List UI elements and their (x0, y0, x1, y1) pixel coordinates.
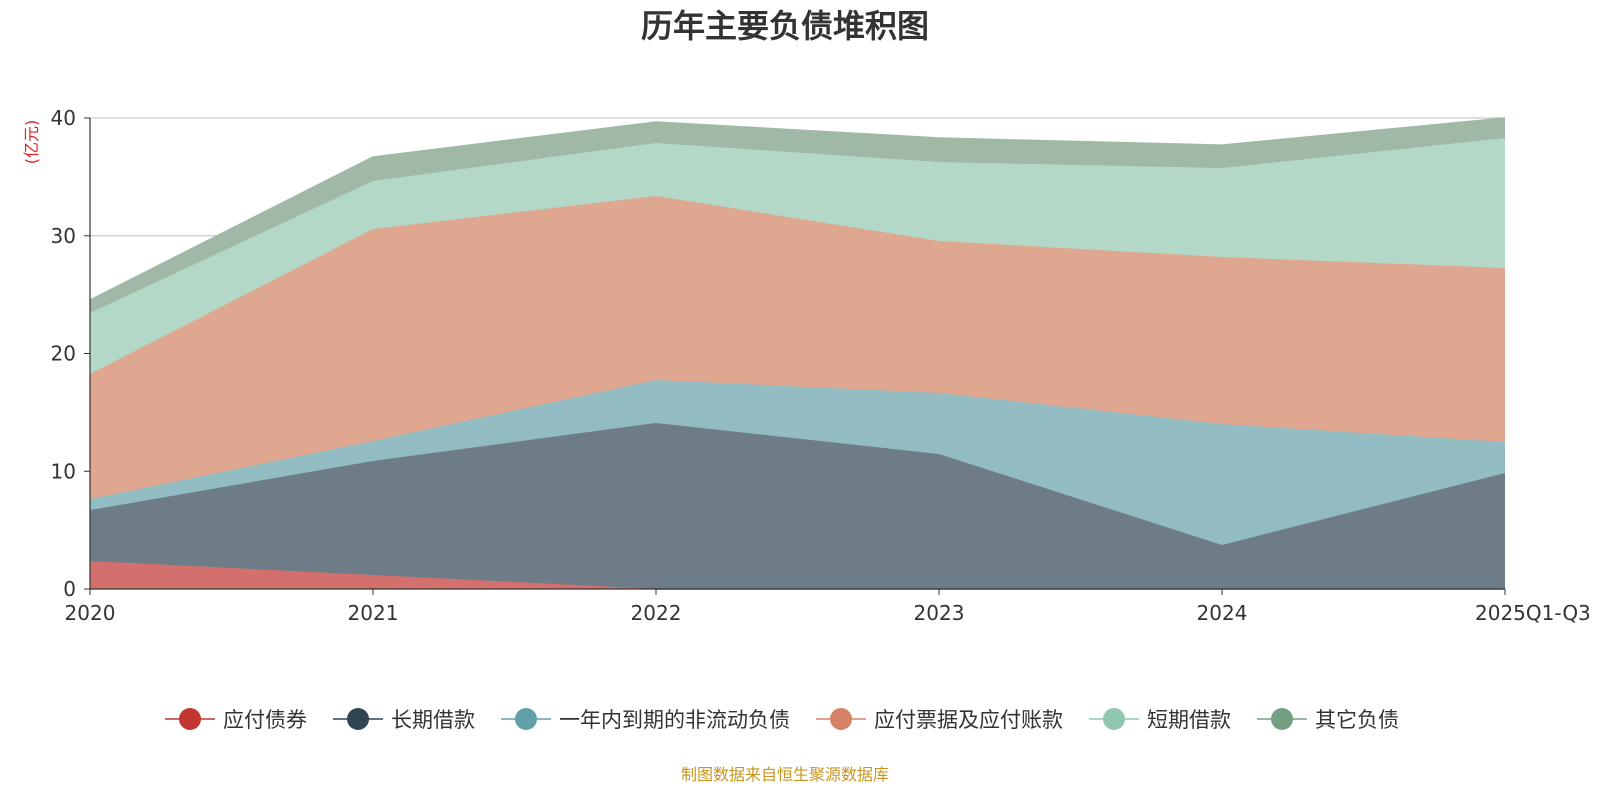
x-tick-label: 2020 (65, 601, 116, 625)
legend-marker (830, 708, 852, 730)
area-4 (90, 138, 1505, 374)
y-tick-label: 30 (51, 224, 76, 248)
y-tick-label: 10 (51, 459, 76, 483)
y-tick-label: 40 (51, 106, 76, 130)
source-note: 制图数据来自恒生聚源数据库 (681, 765, 889, 784)
legend-marker (1103, 708, 1125, 730)
legend-marker (179, 708, 201, 730)
area-0 (90, 560, 1505, 589)
chart-title: 历年主要负债堆积图 (641, 7, 929, 45)
area-3 (90, 195, 1505, 500)
area-2 (90, 379, 1505, 545)
series-line-5 (89, 117, 1506, 301)
legend-marker (1271, 708, 1293, 730)
legend-label: 短期借款 (1147, 708, 1231, 732)
legend-item[interactable]: 应付债券 (165, 708, 307, 732)
legend-label: 应付票据及应付账款 (874, 708, 1063, 732)
x-tick-label: 2021 (348, 601, 399, 625)
area-1 (90, 422, 1505, 589)
legend-label: 长期借款 (391, 708, 475, 732)
area-5 (90, 118, 1505, 313)
legend-item[interactable]: 应付票据及应付账款 (816, 708, 1063, 732)
legend-label: 一年内到期的非流动负债 (559, 708, 790, 732)
series-line-3 (89, 195, 1506, 375)
x-tick-label: 2025Q1-Q3 (1475, 601, 1591, 625)
x-tick-label: 2022 (631, 601, 682, 625)
legend-item[interactable]: 其它负债 (1257, 708, 1399, 732)
legend-marker (515, 708, 537, 730)
x-tick-label: 2024 (1197, 601, 1248, 625)
legend-label: 其它负债 (1315, 708, 1399, 732)
x-tick-label: 2023 (914, 601, 965, 625)
y-axis-label: (亿元) (22, 120, 41, 165)
y-tick-label: 0 (63, 577, 76, 601)
legend-marker (347, 708, 369, 730)
y-tick-label: 20 (51, 342, 76, 366)
legend-label: 应付债券 (223, 708, 307, 732)
legend-item[interactable]: 长期借款 (333, 708, 475, 732)
legend-item[interactable]: 短期借款 (1089, 708, 1231, 732)
legend-item[interactable]: 一年内到期的非流动负债 (501, 708, 790, 732)
